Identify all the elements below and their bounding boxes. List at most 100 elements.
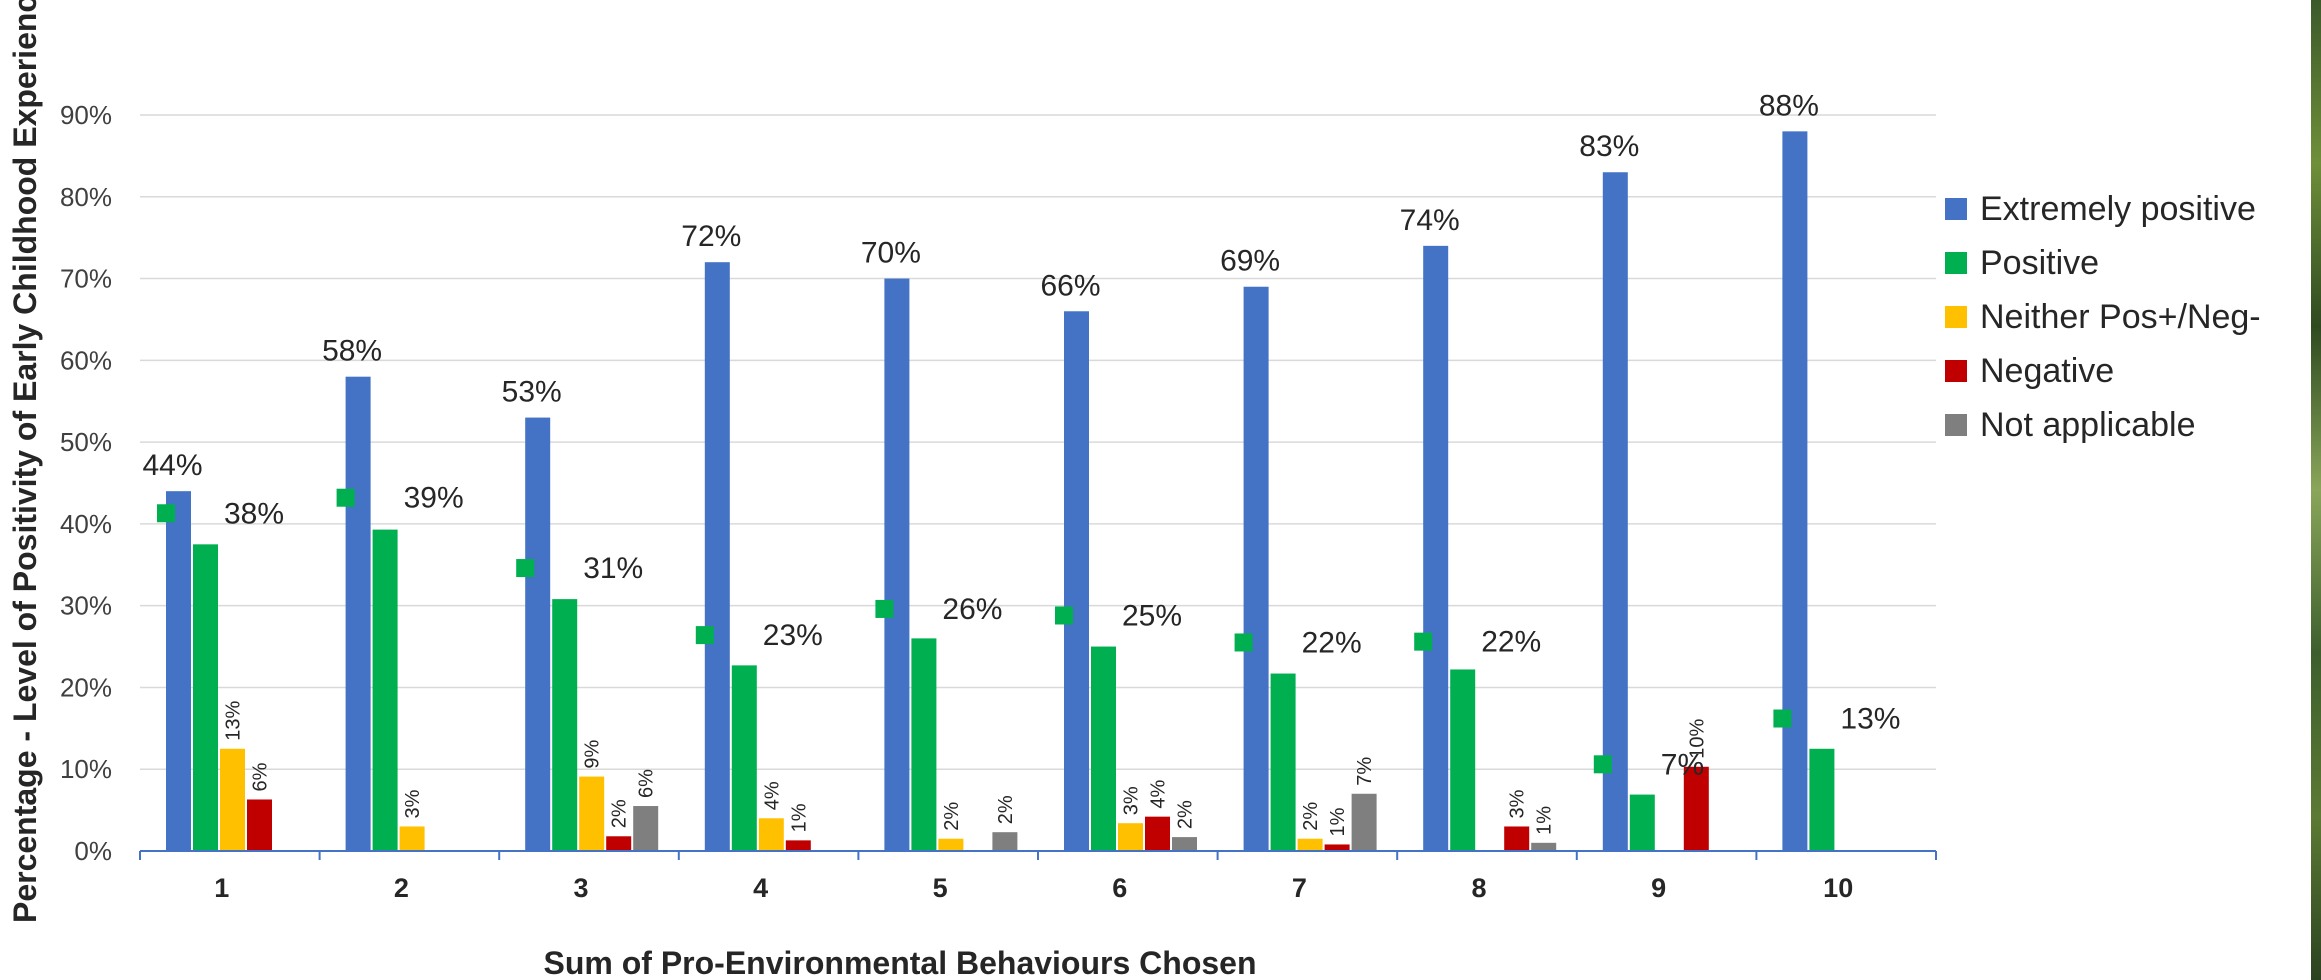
data-label: 74% [1400, 204, 1460, 237]
x-tick-label: 4 [753, 873, 768, 903]
x-tick-label: 5 [933, 873, 948, 903]
bar [758, 818, 784, 851]
marker-point [1055, 606, 1073, 625]
data-label: 1% [788, 803, 810, 832]
x-tick-label: 7 [1292, 873, 1307, 903]
bar [345, 376, 371, 851]
y-tick-label: 80% [60, 182, 112, 212]
bar [193, 544, 218, 851]
data-label: 39% [404, 482, 464, 515]
y-tick-label: 70% [60, 264, 112, 294]
data-label: 88% [1759, 89, 1819, 122]
y-axis-ticks: 0% 10% 20% 30% 40% 50% 60% 70% 80% 90% [60, 100, 112, 866]
data-label: 13% [223, 701, 245, 741]
data-label: 69% [1220, 245, 1280, 278]
legend-label: Not applicable [1980, 406, 2195, 444]
y-tick-label: 10% [60, 754, 112, 784]
bar [1064, 311, 1089, 851]
data-label: 44% [142, 449, 202, 482]
data-label: 25% [1122, 599, 1182, 632]
legend-swatch [1945, 198, 1967, 220]
bar [579, 776, 605, 851]
gridlines [140, 114, 1936, 770]
bar [1118, 823, 1143, 851]
data-label: 38% [224, 497, 284, 530]
bar [1172, 837, 1197, 851]
legend-label: Neither Pos+/Neg- [1980, 298, 2261, 336]
data-label: 6% [250, 762, 272, 791]
data-label: 10% [1686, 719, 1708, 759]
x-tick-label: 8 [1471, 873, 1486, 903]
marker-point [875, 599, 894, 618]
data-label: 58% [322, 335, 382, 368]
data-label: 22% [1302, 626, 1362, 659]
bar [1782, 131, 1808, 851]
data-label: 13% [1840, 703, 1900, 736]
bar [1683, 766, 1709, 851]
bar [1531, 842, 1557, 851]
data-labels: 44%38%13%6%58%39%3%53%31%9%2%6%72%23%4%1… [142, 89, 1900, 836]
legend-swatch [1945, 414, 1967, 436]
marker-point [1234, 633, 1253, 652]
bar [1243, 286, 1269, 851]
data-label: 3% [1121, 786, 1143, 815]
marker-point [157, 504, 175, 523]
data-label: 2% [1300, 802, 1322, 831]
bar [1629, 794, 1655, 851]
data-label: 23% [763, 619, 823, 652]
marker-point [1414, 632, 1433, 651]
bar [1602, 172, 1628, 851]
data-label: 7% [1661, 748, 1704, 781]
bar [785, 840, 811, 851]
data-label: 2% [995, 795, 1017, 824]
bar [606, 836, 632, 851]
data-label: 31% [583, 552, 643, 585]
bar [247, 799, 272, 851]
legend: Extremely positive Positive Neither Pos+/N… [1945, 190, 2261, 444]
legend-label: Negative [1980, 352, 2114, 390]
legend-swatch [1945, 252, 1967, 274]
y-tick-label: 20% [60, 672, 112, 702]
legend-label: Positive [1980, 244, 2099, 282]
bar [552, 599, 578, 851]
bar [166, 491, 191, 851]
bar [1091, 646, 1116, 851]
data-label: 22% [1481, 626, 1541, 659]
bar [731, 665, 757, 851]
x-tick-label: 9 [1651, 873, 1666, 903]
marker-point [1593, 755, 1612, 774]
bar [911, 638, 937, 851]
photo-edge [2311, 0, 2321, 980]
data-label: 66% [1040, 269, 1100, 302]
y-tick-label: 90% [60, 100, 112, 130]
x-tick-label: 3 [573, 873, 588, 903]
markers [157, 488, 1792, 774]
y-tick-label: 40% [60, 509, 112, 539]
bar [372, 529, 398, 851]
bar [1324, 844, 1350, 851]
legend-swatch [1945, 306, 1967, 328]
data-label: 72% [681, 220, 741, 253]
data-label: 4% [1148, 780, 1170, 809]
data-label: 9% [582, 739, 604, 768]
marker-point [1773, 709, 1792, 728]
x-tick-label: 6 [1112, 873, 1127, 903]
bar [525, 417, 551, 851]
bar [1270, 673, 1296, 851]
data-label: 83% [1579, 130, 1639, 163]
bar [633, 806, 659, 851]
bars [166, 131, 1835, 851]
marker-point [336, 488, 355, 507]
x-tick-label: 2 [394, 873, 409, 903]
marker-point [695, 626, 714, 645]
data-label: 1% [1534, 806, 1556, 835]
data-label: 53% [502, 376, 562, 409]
x-axis-title: Sum of Pro-Environmental Behaviours Chos… [544, 945, 1257, 980]
marker-point [516, 559, 535, 578]
y-tick-label: 60% [60, 345, 112, 375]
y-tick-label: 0% [74, 836, 112, 866]
bar [399, 826, 425, 851]
legend-swatch [1945, 360, 1967, 382]
bar [884, 278, 910, 851]
